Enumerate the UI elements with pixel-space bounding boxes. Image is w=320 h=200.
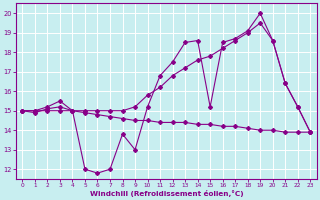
X-axis label: Windchill (Refroidissement éolien,°C): Windchill (Refroidissement éolien,°C) [90, 190, 243, 197]
